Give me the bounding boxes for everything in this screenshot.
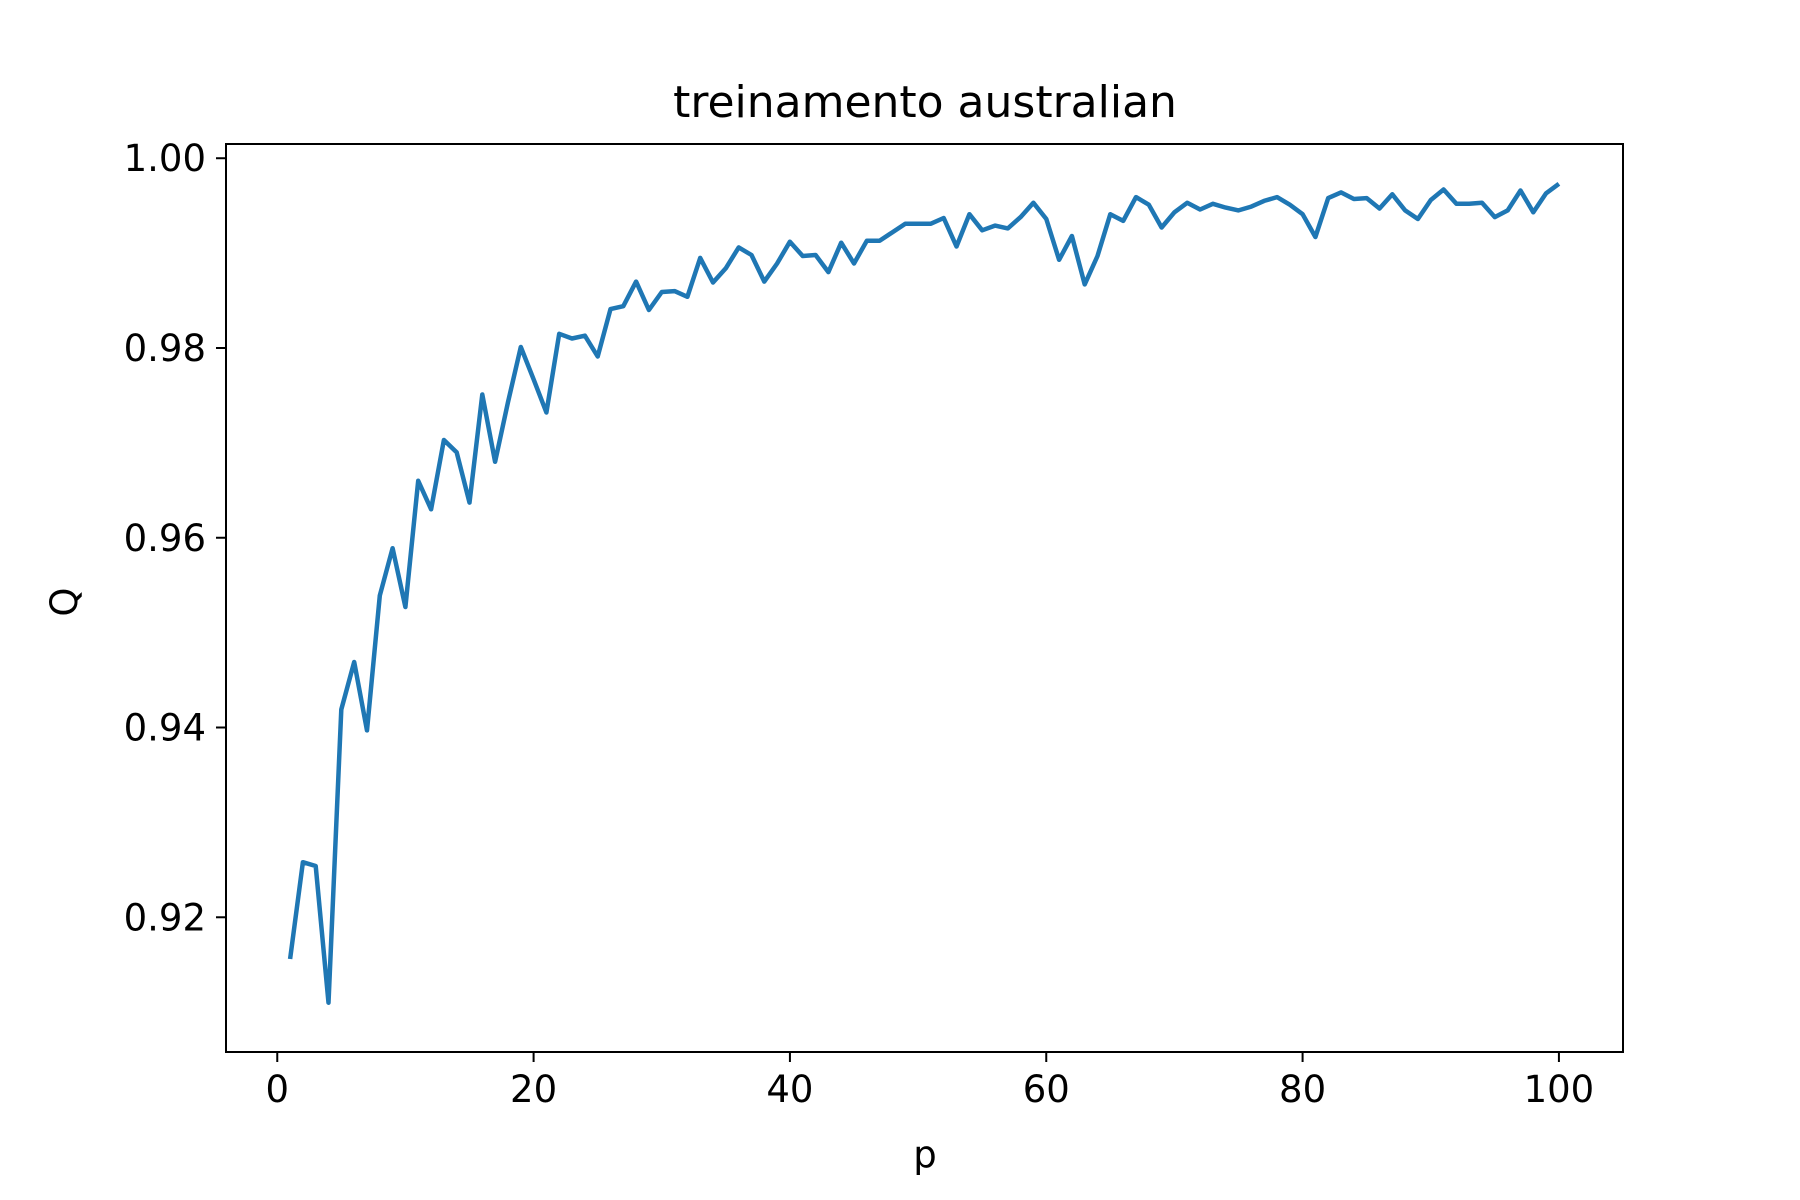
x-tick-label: 40 — [766, 1068, 813, 1111]
x-axis-label: p — [913, 1133, 937, 1176]
x-tick-label: 0 — [265, 1068, 289, 1111]
y-axis: 0.92 0.94 0.96 0.98 1.00 — [124, 137, 226, 939]
x-tick-label: 20 — [510, 1068, 557, 1111]
x-tick-label: 100 — [1524, 1068, 1595, 1111]
y-tick-label: 0.94 — [124, 707, 206, 750]
chart-title: treinamento australian — [673, 77, 1177, 128]
y-axis-label: Q — [43, 587, 86, 616]
plot-area — [225, 143, 1624, 1053]
y-tick-label: 0.92 — [124, 896, 206, 939]
plot-frame — [225, 143, 1624, 1053]
x-tick-label: 80 — [1279, 1068, 1326, 1111]
y-tick-label: 0.96 — [124, 517, 206, 560]
y-tick-label: 0.98 — [124, 327, 206, 370]
x-tick-label: 60 — [1023, 1068, 1070, 1111]
x-axis: 0 20 40 60 80 100 — [265, 1052, 1594, 1111]
y-tick-label: 1.00 — [124, 137, 206, 180]
series-line — [287, 181, 1561, 1005]
